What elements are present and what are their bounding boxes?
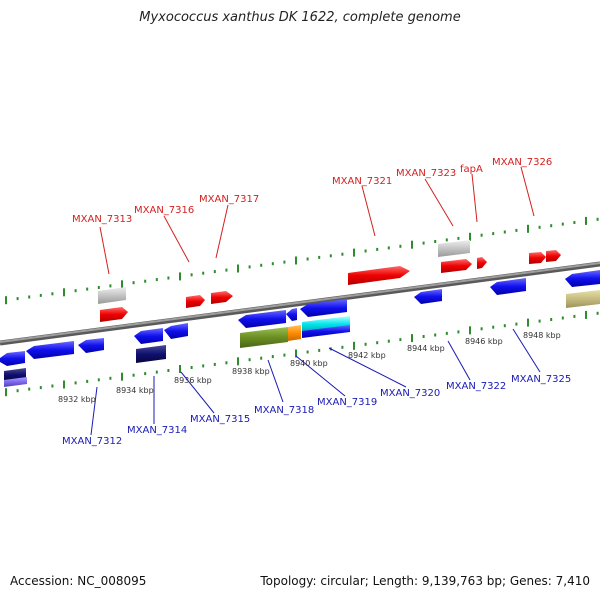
bottom-gene-labels: MXAN_7312 MXAN_7314 MXAN_7315 MXAN_7318 … bbox=[62, 374, 571, 447]
kbp-label: 8934 kbp bbox=[116, 386, 154, 395]
label-mxan-7321[interactable]: MXAN_7321 bbox=[332, 176, 392, 187]
top-callouts bbox=[99, 166, 535, 275]
label-mxan-7313[interactable]: MXAN_7313 bbox=[72, 214, 132, 225]
kbp-label: 8938 kbp bbox=[232, 367, 270, 376]
accession-text: Accession: NC_008095 bbox=[10, 574, 147, 588]
gene-mxan-7313[interactable] bbox=[98, 287, 128, 322]
upper-strand-genes bbox=[98, 240, 561, 322]
label-mxan-7314[interactable]: MXAN_7314 bbox=[127, 425, 187, 436]
gene-fapa[interactable] bbox=[477, 257, 487, 269]
kbp-label: 8946 kbp bbox=[465, 337, 503, 346]
label-mxan-7319[interactable]: MXAN_7319 bbox=[317, 397, 377, 408]
gene-mxan-7319[interactable] bbox=[286, 308, 301, 341]
label-mxan-7323[interactable]: MXAN_7323 bbox=[396, 168, 456, 179]
bottom-tick-track bbox=[5, 310, 599, 397]
genome-summary-text: Topology: circular; Length: 9,139,763 bp… bbox=[260, 574, 590, 588]
label-mxan-7318[interactable]: MXAN_7318 bbox=[254, 405, 314, 416]
gene-mxan-7321[interactable] bbox=[348, 266, 410, 285]
bottom-callouts bbox=[90, 328, 541, 436]
label-mxan-7326[interactable]: MXAN_7326 bbox=[492, 157, 552, 168]
gene-mxan-7326[interactable] bbox=[529, 250, 561, 264]
kbp-label: 8948 kbp bbox=[523, 331, 561, 340]
gene-mxan-7316[interactable] bbox=[186, 295, 205, 308]
label-mxan-7312[interactable]: MXAN_7312 bbox=[62, 436, 122, 447]
genome-backbone bbox=[0, 261, 600, 346]
top-gene-labels: MXAN_7313 MXAN_7316 MXAN_7317 MXAN_7321 … bbox=[72, 157, 552, 225]
gene-mxan-7312-b[interactable] bbox=[78, 338, 104, 353]
label-mxan-7325[interactable]: MXAN_7325 bbox=[511, 374, 571, 385]
gene-mxan-7312[interactable] bbox=[0, 341, 74, 387]
gene-mxan-7318[interactable] bbox=[238, 310, 288, 348]
kbp-label: 8932 kbp bbox=[58, 395, 96, 404]
kbp-label: 8936 kbp bbox=[174, 376, 212, 385]
kbp-label: 8942 kbp bbox=[348, 351, 386, 360]
label-mxan-7322[interactable]: MXAN_7322 bbox=[446, 381, 506, 392]
lower-strand-genes bbox=[0, 270, 600, 387]
label-mxan-7317[interactable]: MXAN_7317 bbox=[199, 194, 259, 205]
label-mxan-7320[interactable]: MXAN_7320 bbox=[380, 388, 440, 399]
kbp-axis-labels: 8932 kbp 8934 kbp 8936 kbp 8938 kbp 8940… bbox=[58, 331, 561, 404]
kbp-label: 8940 kbp bbox=[290, 359, 328, 368]
gene-mxan-7317[interactable] bbox=[211, 291, 233, 304]
genome-title: Myxococcus xanthus DK 1622, complete gen… bbox=[139, 10, 461, 25]
top-tick-track bbox=[5, 216, 599, 305]
gene-mxan-7320[interactable] bbox=[300, 299, 350, 338]
gene-mxan-7323[interactable] bbox=[438, 240, 472, 273]
kbp-label: 8944 kbp bbox=[407, 344, 445, 353]
label-mxan-7315[interactable]: MXAN_7315 bbox=[190, 414, 250, 425]
label-fapa[interactable]: fapA bbox=[460, 164, 483, 175]
gene-mxan-7325[interactable] bbox=[565, 270, 600, 308]
label-mxan-7316[interactable]: MXAN_7316 bbox=[134, 205, 194, 216]
gene-mxan-7314[interactable] bbox=[134, 328, 166, 363]
gene-mxan-7322[interactable] bbox=[414, 289, 442, 304]
gene-mxan-7325-a[interactable] bbox=[490, 278, 526, 295]
gene-mxan-7315[interactable] bbox=[164, 323, 188, 339]
